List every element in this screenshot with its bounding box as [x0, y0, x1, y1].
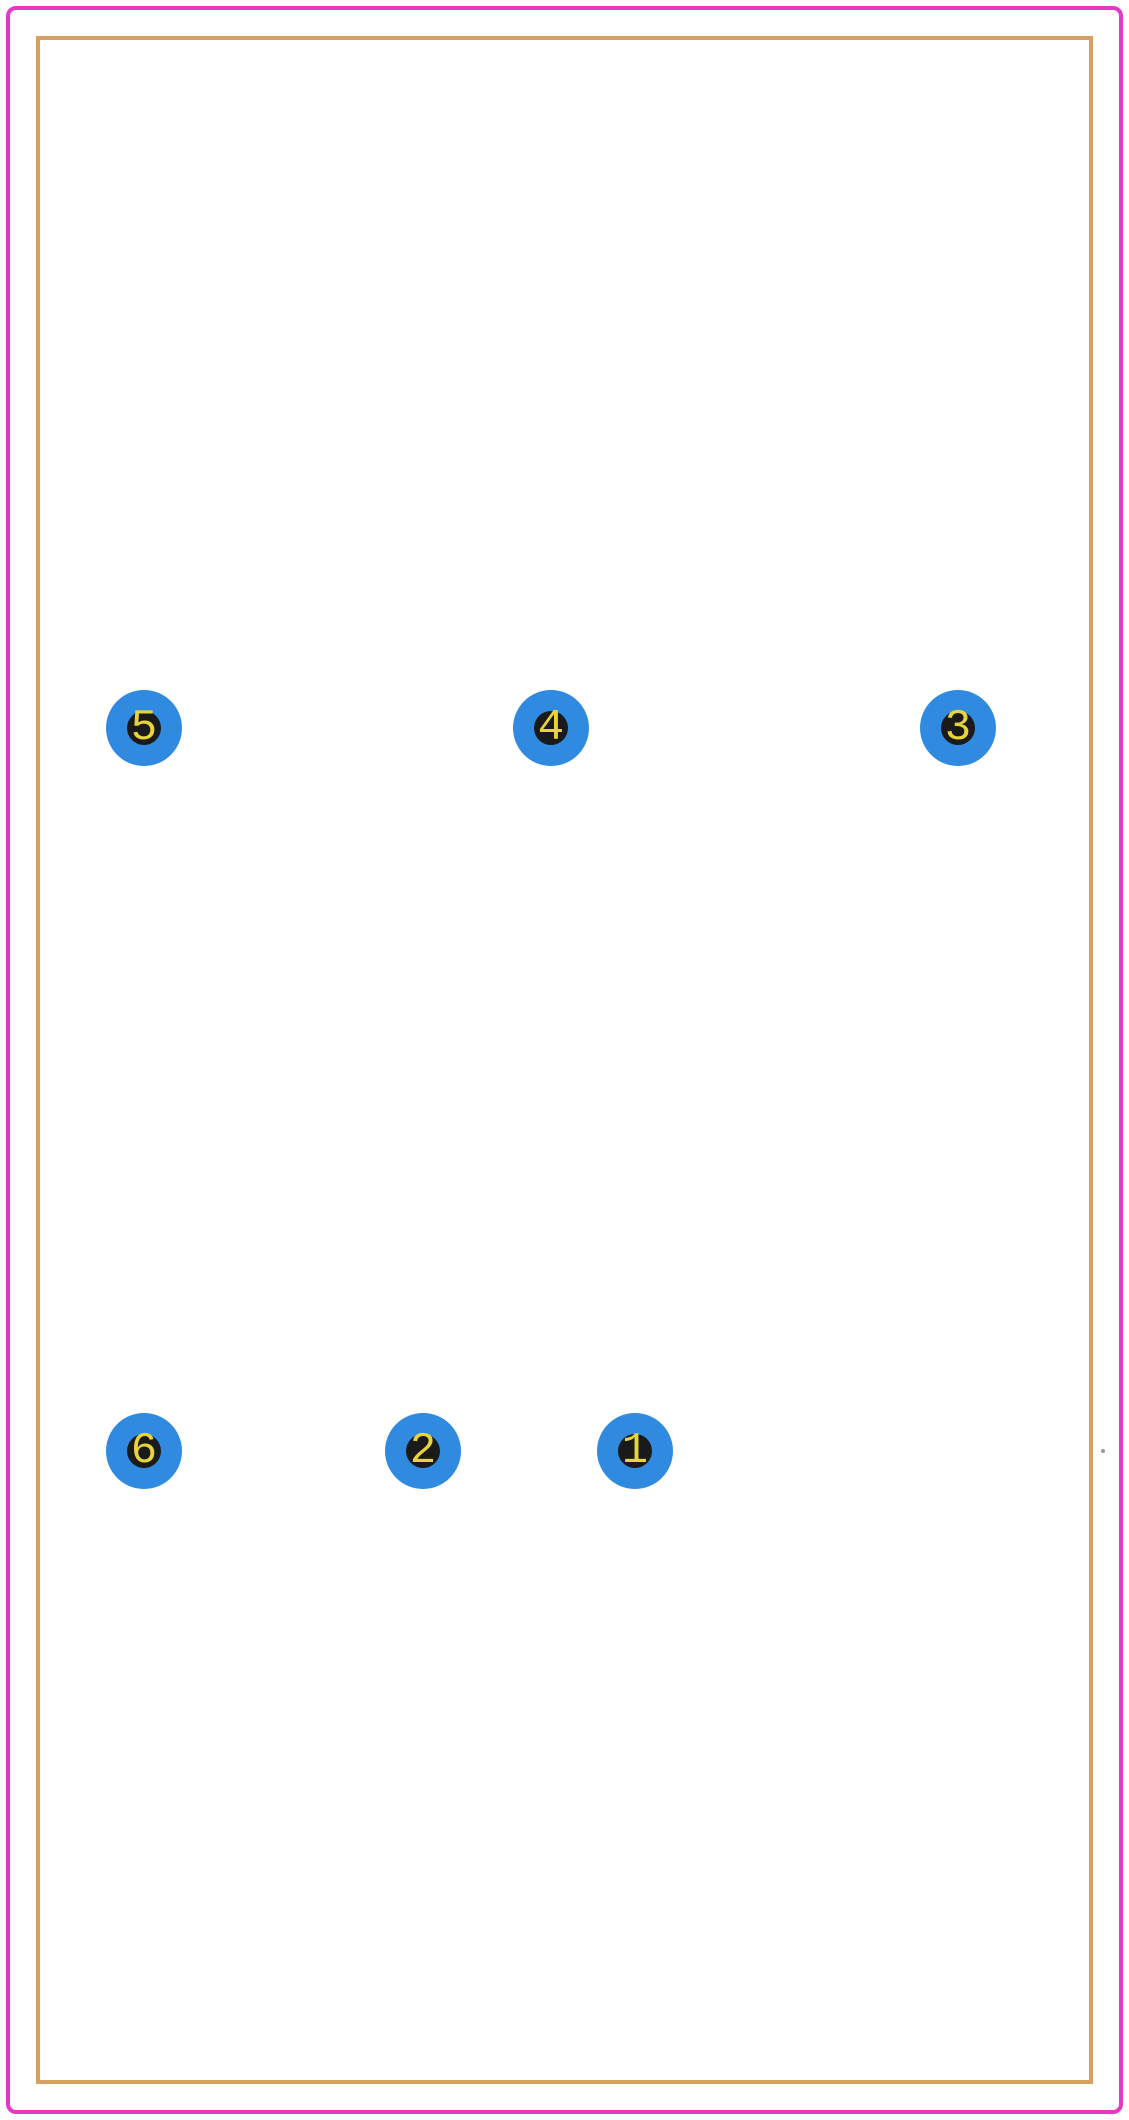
pad-1: 1 [597, 1413, 673, 1489]
pcb-footprint-canvas: 5 4 3 6 2 1 [0, 0, 1129, 2120]
pad-4-label: 4 [538, 706, 564, 750]
pad-1-label: 1 [622, 1429, 648, 1473]
pad-2: 2 [385, 1413, 461, 1489]
silkscreen-outline [36, 36, 1093, 2084]
pad-6: 6 [106, 1413, 182, 1489]
pad-4: 4 [513, 690, 589, 766]
pad-3-label: 3 [945, 706, 971, 750]
pad-2-label: 2 [410, 1429, 436, 1473]
pad-5-label: 5 [131, 706, 157, 750]
pad-5: 5 [106, 690, 182, 766]
origin-marker [1101, 1449, 1105, 1453]
pad-3: 3 [920, 690, 996, 766]
pad-6-label: 6 [131, 1429, 157, 1473]
